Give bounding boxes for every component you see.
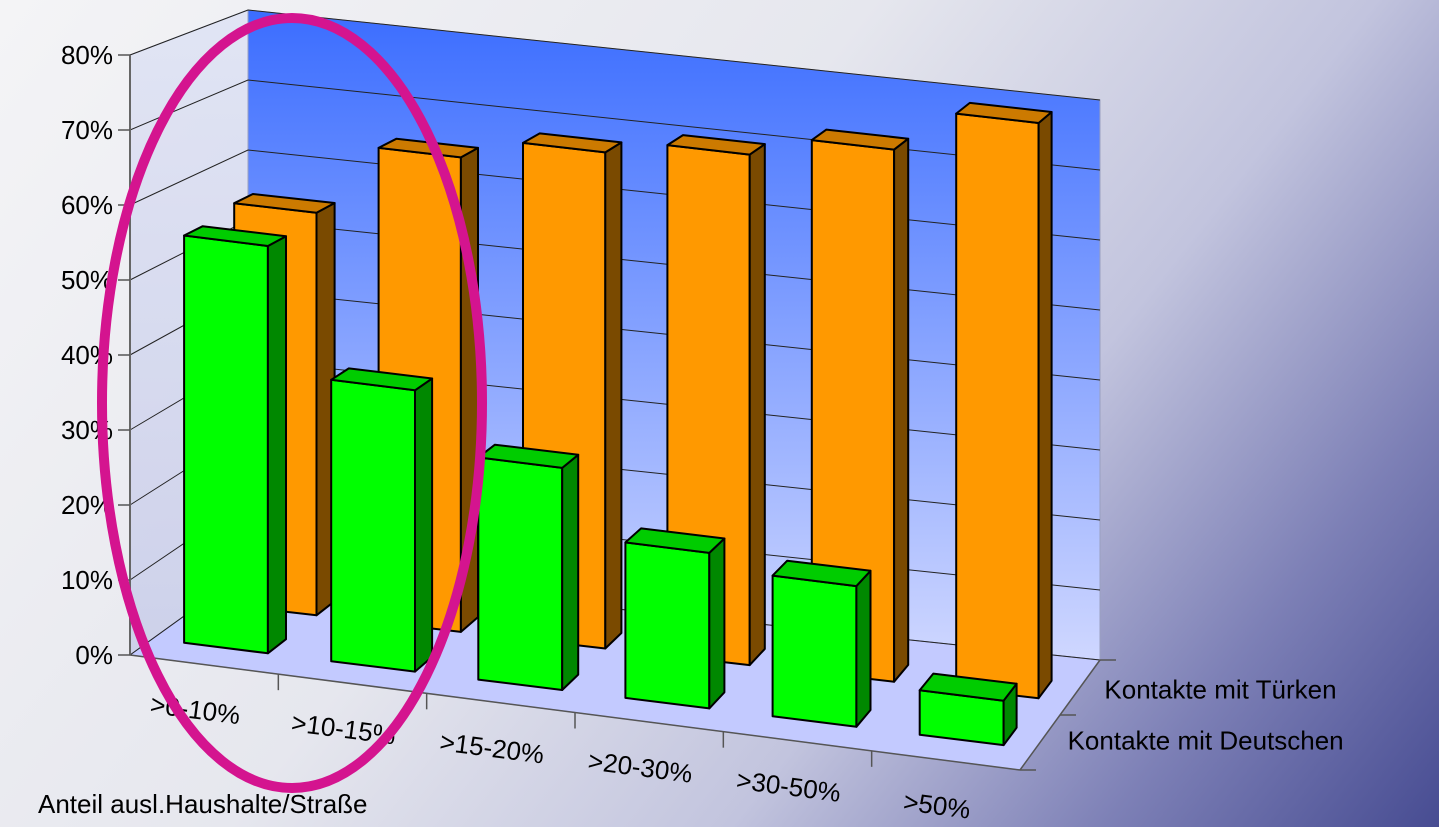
legend: Kontakte mit Deutschen Kontakte mit Türke… (1068, 675, 1344, 756)
axes (118, 54, 1116, 771)
x-tick-label: >30-50% (735, 765, 843, 808)
highlight-ellipse (97, 13, 487, 793)
bar-side (1037, 111, 1053, 700)
y-tick-label: 0% (75, 640, 113, 670)
bar-top (330, 367, 434, 392)
bar-side (414, 377, 434, 673)
bar (771, 559, 872, 728)
bar (624, 527, 726, 710)
bar-front (330, 378, 416, 673)
x-tick-label: >50% (902, 786, 973, 824)
bar-top (918, 672, 1018, 702)
bar-side (748, 143, 766, 667)
bar-top (771, 559, 872, 588)
y-tick-label: 80% (61, 40, 113, 70)
bar-front (477, 456, 564, 691)
bar-top (477, 443, 580, 469)
bar-front (955, 112, 1040, 700)
bar-side (604, 141, 623, 650)
bar (477, 443, 580, 691)
x-tick-label: >20-30% (586, 746, 694, 789)
bar-front (771, 574, 858, 728)
bar-side (893, 137, 910, 683)
bar (330, 367, 434, 673)
bar-top (810, 128, 910, 151)
bar-top (233, 193, 336, 214)
bar (810, 128, 910, 683)
bar-top (955, 101, 1053, 124)
bar-side (561, 453, 580, 691)
bar-top (624, 527, 726, 554)
legend-label-deutschen: Kontakte mit Deutschen (1068, 725, 1344, 755)
legend-label-tuerken: Kontakte mit Türken (1104, 675, 1336, 705)
bar (183, 225, 287, 655)
y-tick-label: 70% (61, 115, 113, 145)
bar-top (183, 225, 287, 247)
bar-side (708, 537, 726, 710)
x-axis-title: Anteil ausl.Haushalte/Straße (38, 789, 368, 819)
bar (918, 672, 1018, 747)
bar-front (624, 541, 711, 710)
bar-top (522, 132, 623, 154)
x-tick-label: >15-20% (438, 726, 546, 769)
bar-top (666, 134, 766, 156)
gridline (129, 9, 1101, 101)
bar-side (855, 569, 872, 728)
bar-side (266, 235, 287, 655)
y-tick-label: 60% (61, 190, 113, 220)
y-tick-label: 50% (61, 265, 113, 295)
bar (955, 101, 1053, 700)
y-tick-label: 10% (61, 565, 113, 595)
bar-front (183, 234, 269, 655)
